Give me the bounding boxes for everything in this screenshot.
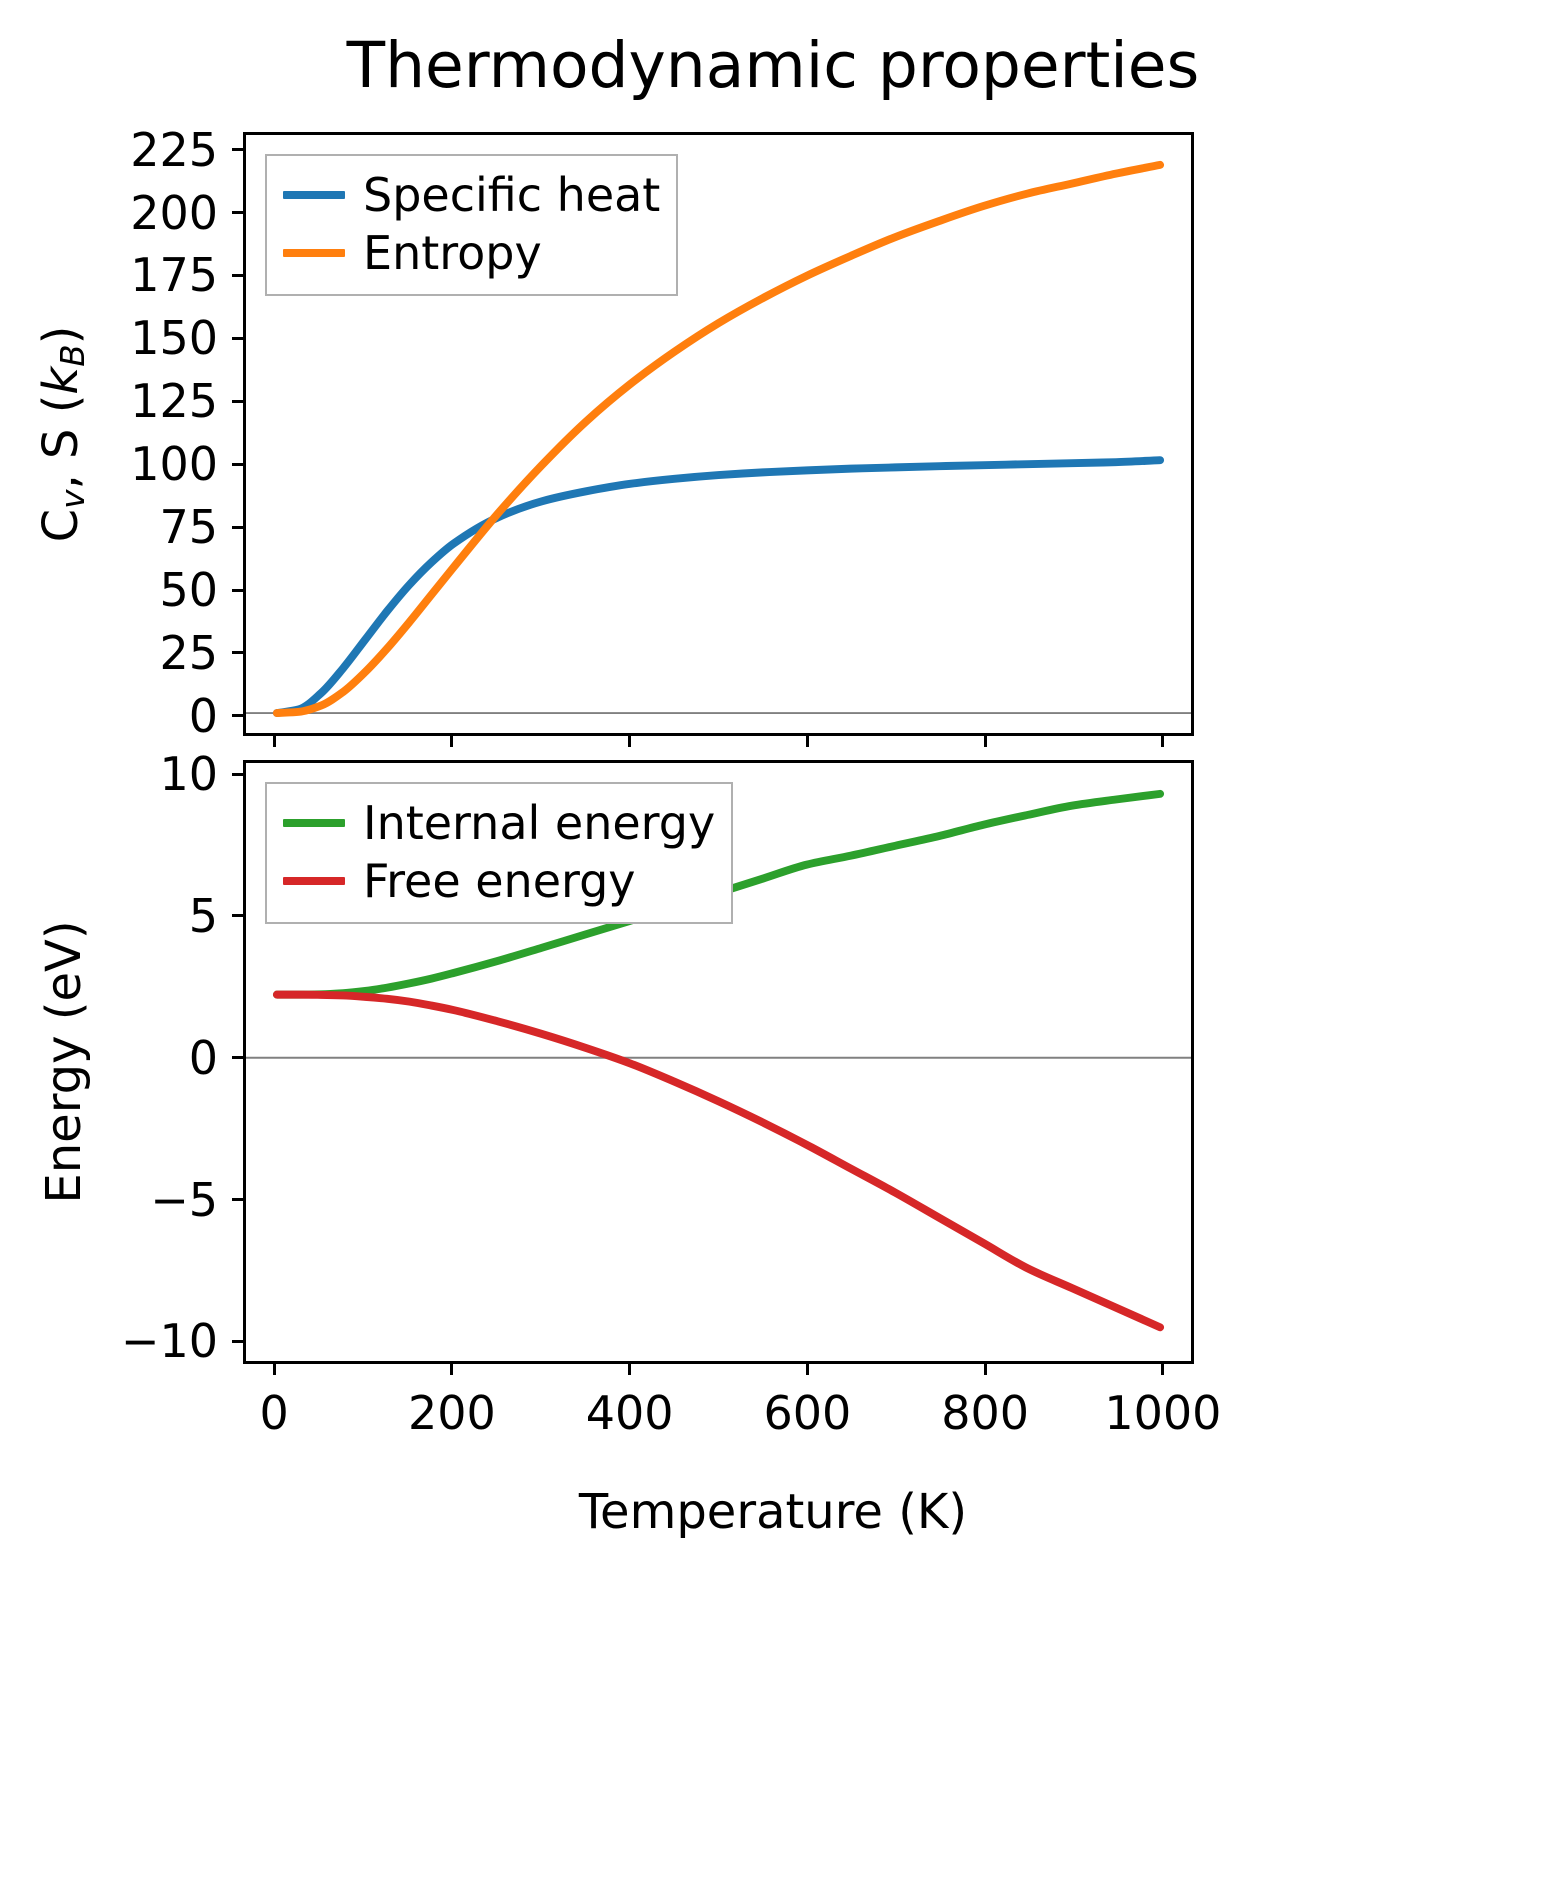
y-tick-label: 75 (159, 500, 218, 555)
x-tick-mark (805, 736, 809, 747)
x-tick-mark (983, 736, 987, 747)
bottom-panel-legend: Internal energy Free energy (265, 782, 734, 924)
y-tick-mark (232, 273, 243, 277)
y-tick-label: 0 (188, 1030, 218, 1085)
legend-item-free-energy: Free energy (283, 852, 715, 910)
x-tick-label: 600 (763, 1386, 852, 1440)
legend-label-entropy: Entropy (363, 226, 542, 280)
x-tick-mark (272, 1364, 276, 1375)
x-tick-label: 0 (259, 1386, 289, 1440)
x-tick-mark (450, 1364, 454, 1375)
x-tick-label: 200 (407, 1386, 496, 1440)
x-tick-mark (450, 736, 454, 747)
top-panel-legend: Specific heat Entropy (265, 154, 679, 296)
series-line-specific-heat (272, 456, 1165, 718)
legend-line-swatch-specific-heat (283, 191, 345, 199)
x-tick-mark (272, 736, 276, 747)
y-tick-label: −10 (120, 1314, 218, 1369)
series-line-entropy (272, 160, 1165, 718)
ylabel-paren-close: ) (32, 325, 89, 345)
y-tick-mark (232, 525, 243, 529)
y-tick-mark (232, 772, 243, 776)
ylabel-sub-b: B (54, 344, 92, 367)
legend-line-swatch-internal-energy (283, 819, 345, 827)
ylabel-mid: , S ( (32, 394, 89, 490)
legend-label-free-energy: Free energy (363, 854, 636, 908)
y-tick-label: 25 (159, 625, 218, 680)
x-tick-mark (805, 1364, 809, 1375)
x-tick-mark (1161, 1364, 1165, 1375)
top-panel-plot-area (246, 160, 1191, 718)
legend-item-entropy: Entropy (283, 224, 660, 282)
y-tick-mark (232, 462, 243, 466)
y-tick-label: −5 (150, 1172, 218, 1227)
y-tick-mark (232, 211, 243, 215)
x-tick-mark (983, 1364, 987, 1375)
x-tick-label: 800 (941, 1386, 1030, 1440)
legend-label-internal-energy: Internal energy (363, 796, 716, 850)
y-tick-mark (232, 714, 243, 718)
y-tick-label: 200 (130, 185, 218, 240)
x-tick-mark (1161, 736, 1165, 747)
y-tick-label: 10 (159, 747, 218, 802)
y-tick-label: 0 (188, 688, 218, 743)
y-tick-mark (232, 148, 243, 152)
y-tick-label: 225 (130, 122, 218, 177)
y-tick-label: 50 (159, 563, 218, 618)
legend-item-specific-heat: Specific heat (283, 166, 660, 224)
legend-label-specific-heat: Specific heat (363, 168, 661, 222)
x-tick-label: 400 (585, 1386, 674, 1440)
top-panel-y-axis-label: Cv, S (kB) (33, 326, 92, 543)
legend-item-internal-energy: Internal energy (283, 794, 715, 852)
ylabel-c: C (32, 508, 89, 543)
y-tick-label: 150 (130, 311, 218, 366)
y-tick-label: 125 (130, 374, 218, 429)
y-tick-label: 100 (130, 437, 218, 492)
y-tick-mark (232, 399, 243, 403)
y-tick-label: 175 (130, 248, 218, 303)
y-tick-mark (232, 1339, 243, 1343)
series-line-free-energy (272, 990, 1165, 1332)
y-tick-mark (232, 588, 243, 592)
x-tick-label: 1000 (1104, 1386, 1222, 1440)
y-tick-mark (232, 1056, 243, 1060)
y-tick-label: 5 (188, 888, 218, 943)
y-tick-mark (232, 336, 243, 340)
ylabel-sub-v: v (54, 489, 92, 509)
ylabel-k: k (32, 366, 89, 395)
x-tick-mark (628, 1364, 632, 1375)
legend-line-swatch-free-energy (283, 877, 345, 885)
figure-title: Thermodynamic properties (346, 29, 1200, 102)
y-tick-mark (232, 1198, 243, 1202)
y-tick-mark (232, 914, 243, 918)
x-axis-label: Temperature (K) (578, 1484, 968, 1540)
legend-line-swatch-entropy (283, 249, 345, 257)
y-tick-mark (232, 651, 243, 655)
x-tick-mark (628, 736, 632, 747)
bottom-panel-y-axis-label: Energy (eV) (36, 920, 92, 1204)
